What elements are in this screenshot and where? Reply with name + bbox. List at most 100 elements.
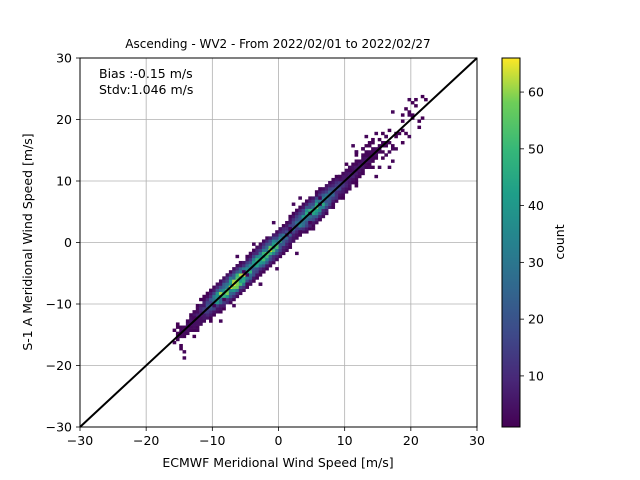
density-bin-269 [268, 245, 273, 249]
density-bin-231 [258, 270, 263, 274]
density-bin-164 [235, 267, 240, 271]
density-bin-436 [321, 190, 326, 194]
density-bin-392 [308, 205, 312, 209]
density-bin-253 [265, 264, 269, 268]
density-bin-297 [278, 242, 283, 246]
density-bin-28 [192, 334, 197, 339]
density-bin-546 [364, 144, 369, 148]
colorbar-tick-label-3: 40 [528, 198, 544, 213]
density-bin-233 [258, 264, 263, 268]
density-bin-91 [215, 310, 220, 314]
density-bin-531 [357, 162, 362, 166]
density-bin-218 [252, 248, 256, 253]
density-bin-5 [175, 325, 180, 329]
density-bin-211 [252, 270, 256, 274]
density-bin-124 [225, 297, 230, 302]
density-bin-247 [261, 251, 266, 256]
density-bin-448 [328, 205, 332, 209]
density-bin-526 [354, 153, 359, 157]
x-tick-label-4: 10 [337, 433, 353, 448]
density-bin-62 [205, 313, 210, 317]
chart-title: Ascending - WV2 - From 2022/02/01 to 202… [125, 37, 430, 51]
density-bin-276 [271, 251, 276, 256]
density-bin-344 [295, 236, 299, 240]
density-bin-137 [228, 288, 233, 292]
density-bin-229 [255, 245, 259, 249]
density-bin-186 [242, 260, 246, 265]
density-bin-362 [298, 208, 302, 213]
density-bin-195 [245, 260, 250, 265]
density-bin-294 [278, 251, 283, 256]
density-bin-440 [324, 205, 329, 209]
density-bin-54 [202, 313, 207, 317]
density-bin-625 [387, 165, 392, 169]
density-bin-484 [341, 196, 345, 200]
density-bin-146 [232, 291, 236, 296]
density-bin-571 [381, 156, 385, 160]
density-bin-620 [222, 297, 226, 302]
density-bin-130 [225, 279, 230, 283]
density-bin-286 [275, 248, 279, 253]
density-bin-515 [351, 165, 355, 169]
density-bin-580 [387, 128, 392, 133]
density-bin-58 [202, 300, 207, 305]
plot-area: −30 −20 −10 0 10 20 30 −30 −20 −10 0 10 20 30 Bias :… [46, 51, 485, 449]
density-bin-207 [248, 251, 253, 256]
x-tick-label-6: 30 [469, 433, 485, 448]
density-bin-399 [311, 214, 316, 219]
density-bin-529 [357, 168, 362, 173]
density-bin-444 [324, 193, 329, 197]
density-bin-263 [268, 264, 273, 268]
density-bin-581 [390, 144, 395, 148]
density-bin-397 [311, 220, 316, 225]
density-bin-214 [252, 260, 256, 265]
density-bin-349 [295, 220, 299, 225]
density-bin-323 [288, 245, 293, 249]
density-bin-503 [347, 184, 352, 188]
density-bin-615 [245, 273, 250, 277]
density-bin-88 [212, 291, 216, 296]
density-bin-25 [189, 319, 193, 323]
density-bin-453 [328, 190, 332, 194]
density-bin-309 [281, 233, 286, 237]
density-bin-258 [265, 248, 269, 253]
density-bin-133 [228, 300, 233, 305]
density-bin-46 [199, 316, 203, 320]
density-bin-380 [304, 211, 309, 216]
density-bin-459 [331, 199, 336, 203]
density-bin-23 [189, 325, 193, 329]
density-bin-94 [215, 300, 220, 305]
density-bin-539 [361, 153, 365, 157]
density-bin-660 [182, 356, 187, 360]
density-bin-154 [232, 267, 236, 271]
density-bin-415 [314, 193, 319, 197]
colorbar-tick-label-2: 30 [528, 255, 544, 270]
density-bin-523 [354, 165, 359, 169]
density-bin-303 [281, 251, 286, 256]
density-bin-208 [252, 279, 256, 283]
density-bin-632 [338, 174, 342, 179]
density-bin-216 [252, 254, 256, 259]
density-bin-156 [235, 291, 240, 296]
density-bin-636 [354, 150, 359, 154]
density-bin-654 [298, 230, 302, 234]
density-bin-244 [261, 260, 266, 265]
density-bin-359 [298, 217, 302, 222]
density-bin-421 [318, 205, 322, 209]
density-bin-608 [308, 220, 312, 225]
density-bin-540 [364, 165, 369, 169]
density-bin-586 [400, 128, 405, 133]
colorbar: 10 20 30 40 50 60 count [501, 57, 567, 428]
density-bin-643 [347, 168, 352, 173]
colorbar-tick-label-4: 50 [528, 141, 544, 156]
density-bin-319 [285, 230, 289, 234]
density-bin-501 [344, 162, 349, 166]
density-bin-18 [185, 328, 190, 332]
density-bin-261 [265, 239, 269, 243]
density-bin-141 [228, 276, 233, 280]
density-bin-463 [331, 187, 336, 191]
density-bin-324 [288, 242, 293, 246]
density-bin-21 [185, 319, 190, 323]
density-bin-370 [301, 211, 306, 216]
density-bin-283 [275, 257, 279, 262]
